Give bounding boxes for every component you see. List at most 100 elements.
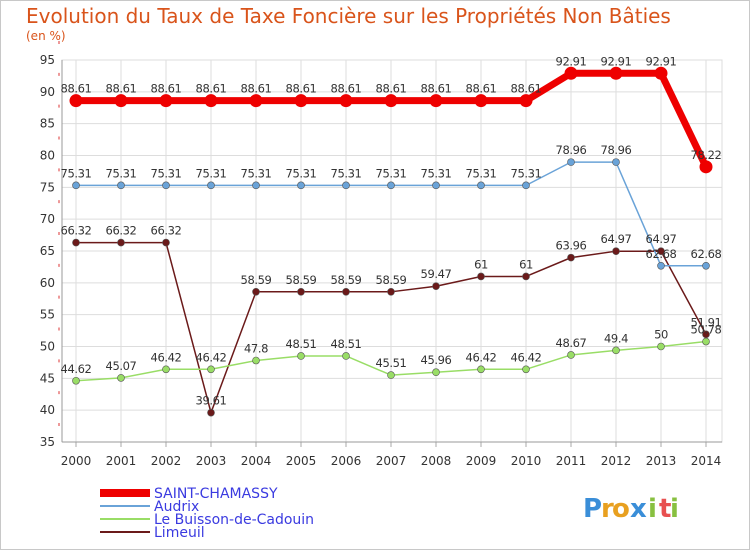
proxiti-logo: Pro x i ti [583, 494, 679, 524]
data-point-limeuil [522, 272, 530, 281]
chart-subtitle: (en %) [26, 29, 66, 43]
data-label-audrix: 75.31 [196, 166, 227, 180]
data-label-saint-chamassy: 88.61 [511, 82, 542, 96]
data-point-saint-chamassy [474, 94, 488, 108]
data-point-audrix [432, 181, 440, 190]
data-label-limeuil: 58.59 [286, 273, 317, 287]
data-label-saint-chamassy: 88.61 [286, 82, 317, 96]
series-group [69, 66, 713, 417]
data-point-saint-chamassy [699, 160, 713, 174]
y-tick-label: 95 [40, 53, 55, 67]
legend-label: Le Buisson-de-Cadouin [154, 512, 314, 528]
data-label-limeuil: 59.47 [421, 267, 452, 281]
data-label-limeuil: 61 [519, 257, 533, 271]
data-point-le-buisson-de-cadouin [477, 365, 485, 374]
data-label-limeuil: 58.59 [331, 273, 362, 287]
data-point-audrix [657, 261, 665, 270]
logo-letter: r [601, 494, 614, 524]
data-label-le-buisson-de-cadouin: 48.67 [556, 336, 587, 350]
data-point-le-buisson-de-cadouin [162, 365, 170, 374]
data-label-audrix: 75.31 [421, 166, 452, 180]
logo-letter: x [630, 494, 647, 524]
data-label-audrix: 78.96 [556, 143, 587, 157]
y-tick-label: 50 [40, 340, 55, 354]
y-tick-label: 35 [40, 435, 55, 449]
data-point-limeuil [297, 288, 305, 296]
data-label-le-buisson-de-cadouin: 44.62 [61, 362, 92, 376]
x-tick-label: 2005 [286, 454, 317, 468]
data-point-saint-chamassy [429, 94, 443, 108]
data-label-limeuil: 66.32 [61, 224, 92, 238]
legend-label: Audrix [154, 499, 199, 515]
data-point-limeuil [162, 238, 170, 247]
data-label-le-buisson-de-cadouin: 46.42 [196, 350, 227, 364]
data-label-audrix: 75.31 [286, 166, 317, 180]
data-point-le-buisson-de-cadouin [702, 337, 710, 346]
data-label-saint-chamassy: 92.91 [556, 54, 587, 68]
data-label-audrix: 75.31 [106, 166, 137, 180]
data-point-le-buisson-de-cadouin [207, 365, 215, 374]
data-point-saint-chamassy [114, 94, 128, 108]
data-point-le-buisson-de-cadouin [117, 374, 125, 382]
data-point-le-buisson-de-cadouin [567, 351, 575, 359]
data-label-audrix: 62.68 [646, 247, 677, 261]
data-point-audrix [72, 181, 80, 190]
x-tick-label: 2010 [511, 454, 542, 468]
data-point-audrix [477, 181, 485, 190]
data-point-audrix [612, 158, 620, 166]
data-label-le-buisson-de-cadouin: 45.07 [106, 359, 137, 373]
data-label-le-buisson-de-cadouin: 49.4 [604, 331, 628, 345]
data-label-saint-chamassy: 92.91 [601, 54, 632, 68]
logo-letter: i [670, 494, 679, 524]
data-point-audrix [252, 181, 260, 190]
data-label-limeuil: 63.96 [556, 239, 587, 253]
data-point-limeuil [477, 272, 485, 281]
data-point-limeuil [252, 288, 260, 296]
data-point-saint-chamassy [159, 94, 173, 108]
data-label-limeuil: 58.59 [241, 273, 272, 287]
data-label-limeuil: 58.59 [376, 273, 407, 287]
data-point-audrix [702, 261, 710, 270]
data-point-limeuil [567, 253, 575, 262]
data-point-saint-chamassy [519, 94, 533, 108]
data-label-le-buisson-de-cadouin: 45.51 [376, 356, 407, 370]
data-point-saint-chamassy [609, 66, 623, 80]
data-label-saint-chamassy: 88.61 [466, 82, 497, 96]
logo-letter: P [583, 494, 602, 524]
data-point-limeuil [432, 282, 440, 291]
data-point-le-buisson-de-cadouin [432, 368, 440, 377]
x-tick-label: 2003 [196, 454, 227, 468]
data-label-le-buisson-de-cadouin: 48.51 [286, 337, 317, 351]
data-label-saint-chamassy: 88.61 [196, 82, 227, 96]
data-point-limeuil [657, 247, 665, 255]
data-label-le-buisson-de-cadouin: 50.78 [691, 323, 722, 337]
data-label-limeuil: 61 [474, 257, 488, 271]
data-point-le-buisson-de-cadouin [72, 376, 80, 385]
x-tick-label: 2012 [601, 454, 632, 468]
x-tick-label: 2006 [331, 454, 362, 468]
data-label-audrix: 75.31 [151, 166, 182, 180]
data-point-audrix [162, 181, 170, 190]
data-label-saint-chamassy: 88.61 [106, 82, 137, 96]
axes: 35 40 45 50 55 60 65 70 75 80 85 90 95 2000 2001 2002 20… [40, 41, 722, 468]
data-label-saint-chamassy: 88.61 [421, 82, 452, 96]
data-label-limeuil: 64.97 [601, 232, 632, 246]
data-label-saint-chamassy: 88.61 [331, 82, 362, 96]
data-label-limeuil: 66.32 [151, 224, 182, 238]
logo-letter: o [612, 494, 630, 524]
data-point-saint-chamassy [654, 66, 668, 80]
x-tick-label: 2001 [106, 454, 137, 468]
data-point-le-buisson-de-cadouin [522, 365, 530, 374]
data-point-le-buisson-de-cadouin [657, 342, 665, 351]
y-tick-label: 75 [40, 180, 55, 194]
data-point-limeuil [117, 238, 125, 247]
data-label-saint-chamassy: 78.22 [691, 148, 722, 162]
logo-letter: t [659, 494, 671, 524]
x-tick-label: 2011 [556, 454, 587, 468]
chart-title: Evolution du Taux de Taxe Foncière sur l… [26, 4, 671, 28]
x-tick-label: 2014 [691, 454, 722, 468]
grid [61, 59, 723, 443]
y-tick-label: 60 [40, 276, 55, 290]
data-label-audrix: 75.31 [241, 166, 272, 180]
